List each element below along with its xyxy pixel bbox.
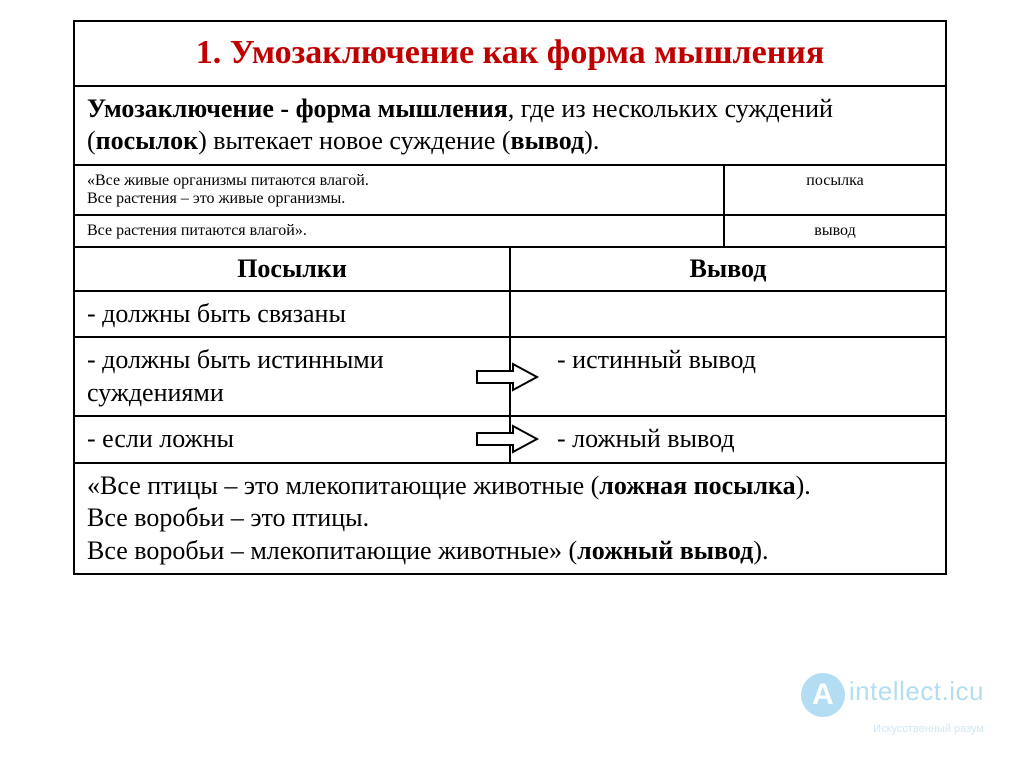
watermark: Aintellect.icu Искусственный разум bbox=[801, 673, 984, 737]
logic-row-1-right: - истинный вывод bbox=[511, 338, 945, 415]
logic-row-2: - если ложны - ложный вывод bbox=[75, 417, 945, 464]
def-bold1: Умозаключение - форма мышления bbox=[87, 94, 508, 123]
example1-premise-text: «Все живые организмы питаются влагой. Вс… bbox=[75, 166, 725, 214]
logic-row-1-left: - должны быть истинными суждениями bbox=[75, 338, 511, 415]
logic-row-0-left: - должны быть связаны bbox=[75, 292, 511, 337]
ex2-l1b: ложная посылка bbox=[599, 471, 795, 500]
ex2-l1c: ). bbox=[796, 471, 811, 500]
logic-row-0-right bbox=[511, 292, 945, 337]
example1-premise-label: посылка bbox=[725, 166, 945, 214]
watermark-icon: A bbox=[801, 673, 845, 717]
def-rest2: ) вытекает новое суждение ( bbox=[198, 126, 510, 155]
ex2-l2: Все воробьи – это птицы. bbox=[87, 503, 369, 532]
logic-row-2-left: - если ложны bbox=[75, 417, 511, 462]
ex2-l3a: Все воробьи – млекопитающие животные» ( bbox=[87, 536, 577, 565]
header-left: Посылки bbox=[75, 248, 511, 290]
ex2-l3b: ложный вывод bbox=[577, 536, 753, 565]
arrow-icon bbox=[475, 362, 540, 392]
def-bold3: вывод bbox=[511, 126, 585, 155]
arrow-icon bbox=[475, 424, 540, 454]
logic-row-1-right-text: - истинный вывод bbox=[523, 345, 756, 374]
ex2-l3c: ). bbox=[753, 536, 768, 565]
example1-conclusion-row: Все растения питаются влагой». вывод bbox=[75, 216, 945, 248]
example1-conclusion-text: Все растения питаются влагой». bbox=[75, 216, 725, 246]
example1-premise-row: «Все живые организмы питаются влагой. Вс… bbox=[75, 166, 945, 216]
example1-conclusion-label: вывод bbox=[725, 216, 945, 246]
def-rest3: ). bbox=[584, 126, 599, 155]
logic-row-2-right: - ложный вывод bbox=[511, 417, 945, 462]
column-headers: Посылки Вывод bbox=[75, 248, 945, 292]
header-right: Вывод bbox=[511, 248, 945, 290]
watermark-sub: Искусственный разум bbox=[873, 723, 984, 735]
definition-row: Умозаключение - форма мышления, где из н… bbox=[75, 87, 945, 166]
logic-row-2-right-text: - ложный вывод bbox=[523, 424, 735, 453]
logic-row-1: - должны быть истинными суждениями - ист… bbox=[75, 338, 945, 417]
def-bold2: посылок bbox=[96, 126, 198, 155]
title: 1. Умозаключение как форма мышления bbox=[75, 22, 945, 87]
logic-row-0: - должны быть связаны bbox=[75, 292, 945, 339]
ex2-l1a: «Все птицы – это млекопитающие животные … bbox=[87, 471, 599, 500]
watermark-text: intellect.icu bbox=[849, 676, 984, 706]
main-table: 1. Умозаключение как форма мышления Умоз… bbox=[73, 20, 947, 575]
example2-row: «Все птицы – это млекопитающие животные … bbox=[75, 464, 945, 574]
